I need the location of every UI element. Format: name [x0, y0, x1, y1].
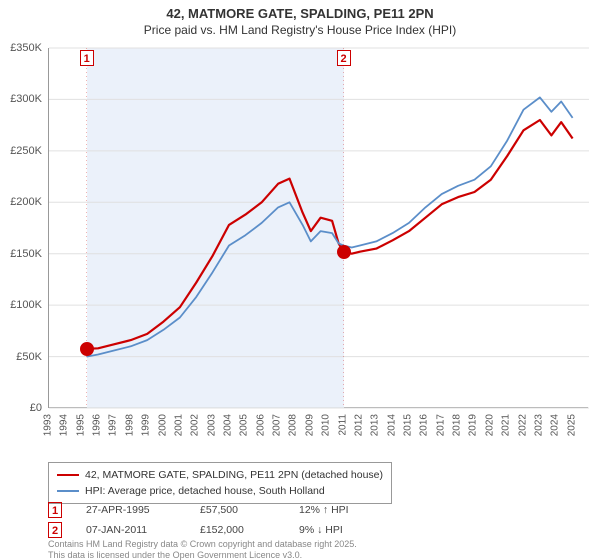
title-line1: 42, MATMORE GATE, SPALDING, PE11 2PN	[0, 6, 600, 21]
sale-row-date: 27-APR-1995	[86, 504, 176, 516]
sale-row-delta: 9% ↓ HPI	[299, 524, 343, 536]
x-tick-label: 2017	[435, 414, 446, 436]
plot-svg	[49, 48, 589, 408]
x-tick-label: 2005	[239, 414, 250, 436]
x-tick-label: 2016	[419, 414, 430, 436]
x-tick-label: 2025	[566, 414, 577, 436]
x-tick-label: 2010	[321, 414, 332, 436]
x-tick-label: 1997	[108, 414, 119, 436]
x-tick-label: 2007	[272, 414, 283, 436]
x-tick-label: 2004	[223, 414, 234, 436]
sale-row-badge: 2	[48, 522, 62, 538]
x-tick-label: 2015	[403, 414, 414, 436]
y-grid	[49, 48, 589, 408]
sale-row-delta: 12% ↑ HPI	[299, 504, 349, 516]
y-tick-label: £0	[30, 402, 42, 414]
title-line2: Price paid vs. HM Land Registry's House …	[0, 23, 600, 37]
y-tick-label: £200K	[10, 196, 42, 208]
x-tick-label: 1996	[92, 414, 103, 436]
sale-row-price: £152,000	[200, 524, 275, 536]
x-tick-label: 1995	[75, 414, 86, 436]
legend-swatch	[57, 490, 79, 492]
x-tick-label: 2009	[304, 414, 315, 436]
x-tick-label: 2022	[517, 414, 528, 436]
y-tick-label: £50K	[16, 351, 42, 363]
x-tick-label: 2006	[255, 414, 266, 436]
sale-marker-badge: 2	[337, 50, 351, 66]
x-tick-label: 2011	[337, 414, 348, 436]
legend: 42, MATMORE GATE, SPALDING, PE11 2PN (de…	[48, 462, 392, 504]
sales-table: 1 27-APR-1995 £57,500 12% ↑ HPI 2 07-JAN-2011…	[48, 502, 349, 542]
y-tick-label: £300K	[10, 93, 42, 105]
footnote: Contains HM Land Registry data © Crown c…	[48, 539, 357, 560]
x-tick-label: 2020	[484, 414, 495, 436]
sale-marker-badge: 1	[80, 50, 94, 66]
y-tick-label: £150K	[10, 248, 42, 260]
legend-label: 42, MATMORE GATE, SPALDING, PE11 2PN (de…	[85, 467, 383, 483]
x-tick-label: 2018	[452, 414, 463, 436]
y-tick-label: £100K	[10, 299, 42, 311]
series-line	[87, 97, 573, 356]
x-tick-label: 2000	[157, 414, 168, 436]
sale-marker-dot	[337, 245, 351, 259]
chart-area: 12 £0£50K£100K£150K£200K£250K£300K£350K1…	[48, 48, 588, 420]
sale-marker-dot	[80, 342, 94, 356]
plot: 12	[48, 48, 588, 408]
sale-row: 2 07-JAN-2011 £152,000 9% ↓ HPI	[48, 522, 349, 538]
footnote-line1: Contains HM Land Registry data © Crown c…	[48, 539, 357, 550]
x-tick-label: 1994	[59, 414, 70, 436]
x-tick-label: 2012	[353, 414, 364, 436]
legend-swatch	[57, 474, 79, 476]
x-tick-label: 2024	[550, 414, 561, 436]
legend-item: 42, MATMORE GATE, SPALDING, PE11 2PN (de…	[57, 467, 383, 483]
x-tick-label: 2003	[206, 414, 217, 436]
legend-label: HPI: Average price, detached house, Sout…	[85, 483, 325, 499]
x-tick-label: 2014	[386, 414, 397, 436]
sale-row-price: £57,500	[200, 504, 275, 516]
x-tick-label: 1998	[124, 414, 135, 436]
x-tick-label: 2019	[468, 414, 479, 436]
series-line	[87, 120, 573, 349]
x-tick-label: 2001	[173, 414, 184, 436]
y-tick-label: £250K	[10, 145, 42, 157]
x-tick-label: 2023	[533, 414, 544, 436]
x-tick-label: 1999	[141, 414, 152, 436]
x-tick-label: 2021	[501, 414, 512, 436]
sale-row: 1 27-APR-1995 £57,500 12% ↑ HPI	[48, 502, 349, 518]
footnote-line2: This data is licensed under the Open Gov…	[48, 550, 357, 560]
legend-item: HPI: Average price, detached house, Sout…	[57, 483, 383, 499]
y-tick-label: £350K	[10, 42, 42, 54]
sale-row-date: 07-JAN-2011	[86, 524, 176, 536]
chart-title-block: 42, MATMORE GATE, SPALDING, PE11 2PN Pri…	[0, 0, 600, 37]
x-tick-label: 1993	[43, 414, 54, 436]
x-tick-label: 2008	[288, 414, 299, 436]
sale-row-badge: 1	[48, 502, 62, 518]
x-tick-label: 2013	[370, 414, 381, 436]
x-tick-label: 2002	[190, 414, 201, 436]
